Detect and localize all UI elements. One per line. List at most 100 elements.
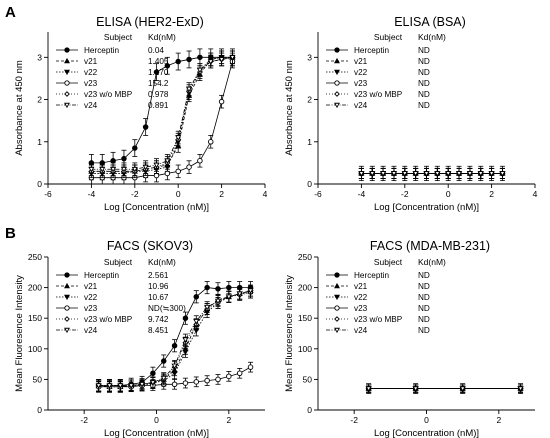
data-point xyxy=(120,166,128,173)
data-point xyxy=(197,54,203,61)
data-point xyxy=(182,349,189,356)
chart-title: FACS (SKOV3) xyxy=(107,239,193,253)
legend-entry: v23 xyxy=(354,79,368,88)
data-point xyxy=(150,370,156,377)
legend-kd: 1.170 xyxy=(148,68,169,77)
data-point xyxy=(215,376,221,383)
data-point xyxy=(236,370,243,377)
data-point xyxy=(247,364,254,370)
legend-kd: 2.561 xyxy=(148,271,169,280)
data-point xyxy=(160,358,167,364)
data-point xyxy=(215,286,221,292)
x-tick-label: 2 xyxy=(219,189,224,199)
data-point xyxy=(358,171,365,177)
legend-kd: ND xyxy=(418,101,430,110)
legend-entry: v21 xyxy=(354,282,368,291)
x-tick-label: -2 xyxy=(401,189,409,199)
legend-kd: ND xyxy=(418,315,430,324)
x-tick-label: 0 xyxy=(176,189,181,199)
data-point xyxy=(229,55,236,61)
legend-entry: v22 xyxy=(354,293,368,302)
legend-marker xyxy=(64,282,70,289)
data-point xyxy=(117,383,124,389)
data-point xyxy=(153,69,160,75)
chart-title: ELISA (HER2-ExD) xyxy=(96,15,204,29)
legend-marker xyxy=(334,327,340,334)
legend-entry: v23 xyxy=(84,304,98,313)
y-tick-label: 50 xyxy=(303,374,313,384)
data-point xyxy=(207,139,214,145)
series-5 xyxy=(358,167,506,179)
legend-marker xyxy=(64,69,70,76)
data-point xyxy=(110,158,116,164)
data-point xyxy=(160,375,167,382)
legend-marker xyxy=(64,327,70,334)
legend: Subject Kd(nM) Herceptin 2.561 v21 10.96 v22 10… xyxy=(56,257,186,335)
legend-header-kd: Kd(nM) xyxy=(418,32,446,42)
legend-entry: v23 xyxy=(84,79,98,88)
data-point xyxy=(164,63,171,69)
legend: Subject Kd(nM) Herceptin 0.04 v21 1.405 v22 1.1… xyxy=(56,32,176,110)
data-point xyxy=(142,124,149,130)
x-tick-label: 4 xyxy=(263,189,268,199)
data-point xyxy=(164,170,171,177)
data-point xyxy=(128,383,135,389)
data-point xyxy=(99,166,106,173)
y-tick-label: 3 xyxy=(37,52,42,62)
legend-entry: v21 xyxy=(84,57,98,66)
legend-kd: ND xyxy=(418,46,430,55)
data-point xyxy=(423,171,430,177)
legend-kd: ND xyxy=(418,79,430,88)
data-point xyxy=(110,166,117,173)
data-point xyxy=(204,377,210,384)
data-point xyxy=(226,373,232,380)
legend-marker xyxy=(334,316,340,322)
data-point xyxy=(153,172,160,179)
data-point xyxy=(499,171,506,177)
legend-header-kd: Kd(nM) xyxy=(148,32,176,42)
x-tick-label: 0 xyxy=(446,189,451,199)
data-point xyxy=(95,383,102,389)
x-tick-label: -4 xyxy=(88,189,96,199)
data-point xyxy=(380,171,387,177)
x-axis-label: Log [Concentration (nM)] xyxy=(374,428,479,438)
y-tick-label: 150 xyxy=(28,313,42,323)
y-tick-label: 0 xyxy=(307,405,312,415)
legend-entry: v24 xyxy=(354,326,368,335)
data-point xyxy=(182,337,189,343)
y-tick-label: 200 xyxy=(28,283,42,293)
data-point xyxy=(185,86,193,93)
data-point xyxy=(175,168,181,175)
data-point xyxy=(369,171,376,177)
data-point xyxy=(193,294,200,300)
data-point xyxy=(196,67,203,74)
legend-kd: 0.04 xyxy=(148,46,164,55)
data-point xyxy=(218,57,225,63)
legend-entry: v23 w/o MBP xyxy=(84,90,133,99)
data-point xyxy=(193,379,200,385)
data-point xyxy=(171,363,178,370)
legend-kd: 0.891 xyxy=(148,101,169,110)
legend-marker xyxy=(64,47,70,53)
data-point xyxy=(138,382,146,388)
data-point xyxy=(445,171,452,177)
legend-marker xyxy=(334,282,340,289)
data-point xyxy=(142,164,149,171)
y-tick-label: 0 xyxy=(307,179,312,189)
y-tick-label: 2 xyxy=(37,95,42,105)
legend-marker xyxy=(334,91,340,97)
data-point xyxy=(131,166,138,173)
x-tick-label: -2 xyxy=(131,189,139,199)
data-point xyxy=(186,164,192,170)
x-tick-label: -2 xyxy=(350,415,358,425)
x-tick-label: 2 xyxy=(496,415,501,425)
chart-elisa-her2: ELISA (HER2-ExD) -6 -4 -2 0 2 4 0 1 2 3 Log [Concen… xyxy=(14,15,268,213)
legend-marker xyxy=(334,47,340,53)
data-point xyxy=(207,59,214,65)
legend-marker xyxy=(64,316,70,322)
x-axis-label: Log [Concentration (nM)] xyxy=(374,202,479,213)
data-point xyxy=(225,294,232,301)
data-point xyxy=(412,171,419,177)
legend-header-kd: Kd(nM) xyxy=(148,257,176,267)
series-5 xyxy=(88,50,236,176)
